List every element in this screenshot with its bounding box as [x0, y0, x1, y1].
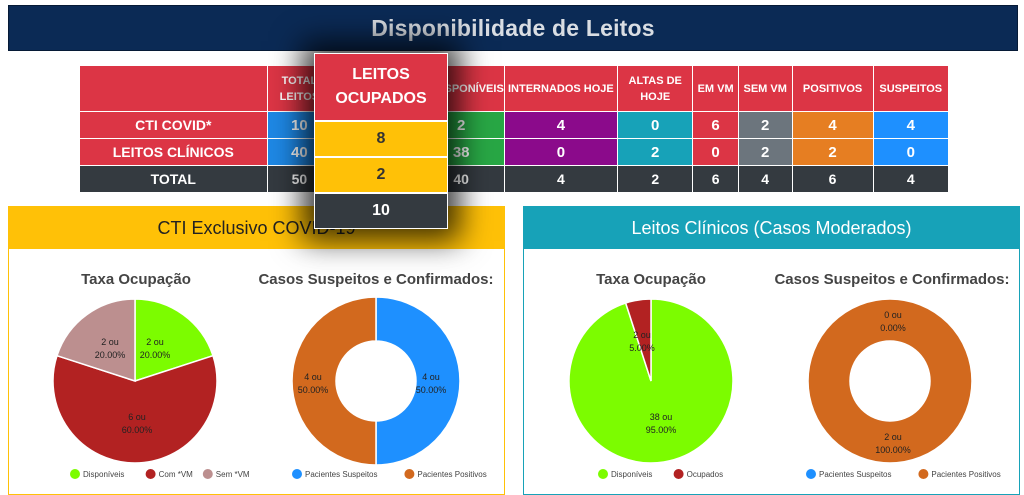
- cell-positivos: 4: [791, 111, 874, 139]
- cell-internados: 4: [503, 111, 618, 139]
- cell-sem-vm: 2: [737, 138, 793, 166]
- cell-em-vm: 0: [692, 138, 739, 166]
- page-title: Disponibilidade de Leitos: [371, 14, 655, 41]
- beds-summary-table: TOTAL LEITOS SPONÍVEIS INTERNADOS HOJE A…: [79, 65, 949, 193]
- header-suspeitos: SUSPEITOS: [872, 65, 949, 112]
- header-empty: [79, 65, 268, 112]
- row-label: TOTAL: [79, 165, 268, 193]
- table-row: CTI COVID* 10 2 4 0 6 2 4 4: [79, 111, 949, 139]
- popup-cti-covid-value: 8: [314, 121, 448, 157]
- table-row-total: TOTAL 50 40 4 2 6 4 6 4: [79, 165, 949, 193]
- panel-cti-covid: CTI Exclusivo COVID-19: [8, 206, 505, 495]
- cell-em-vm: 6: [692, 165, 739, 193]
- cell-suspeitos: 0: [872, 138, 949, 166]
- cell-sem-vm: 2: [737, 111, 793, 139]
- cell-sem-vm: 4: [737, 165, 793, 193]
- cell-positivos: 2: [791, 138, 874, 166]
- header-em-vm: EM VM: [692, 65, 739, 112]
- cell-altas: 0: [616, 111, 694, 139]
- cell-em-vm: 6: [692, 111, 739, 139]
- page-title-bar: Disponibilidade de Leitos: [8, 5, 1018, 51]
- leitos-ocupados-highlight: LEITOS OCUPADOS 8 2 10: [314, 53, 448, 229]
- popup-leitos-clinicos-value: 2: [314, 157, 448, 193]
- table-header-row: TOTAL LEITOS SPONÍVEIS INTERNADOS HOJE A…: [79, 65, 949, 112]
- header-positivos: POSITIVOS: [791, 65, 874, 112]
- header-internados-hoje: INTERNADOS HOJE: [503, 65, 618, 112]
- header-sem-vm: SEM VM: [737, 65, 793, 112]
- cell-altas: 2: [616, 138, 694, 166]
- popup-total-value: 10: [314, 193, 448, 229]
- header-altas-hoje: ALTAS DE HOJE: [616, 65, 694, 112]
- cell-internados: 4: [503, 165, 618, 193]
- chart-title: Casos Suspeitos e Confirmados:: [774, 271, 1010, 288]
- table-row: LEITOS CLÍNICOS 40 38 0 2 0 2 2 0: [79, 138, 949, 166]
- panel-title: Leitos Clínicos (Casos Moderados): [524, 207, 1019, 249]
- cell-internados: 0: [503, 138, 618, 166]
- row-label: LEITOS CLÍNICOS: [79, 138, 268, 166]
- cell-suspeitos: 4: [872, 165, 949, 193]
- chart-title: Taxa Ocupação: [596, 271, 706, 288]
- cell-altas: 2: [616, 165, 694, 193]
- cell-positivos: 6: [791, 165, 874, 193]
- cell-suspeitos: 4: [872, 111, 949, 139]
- row-label: CTI COVID*: [79, 111, 268, 139]
- chart-title: Casos Suspeitos e Confirmados:: [258, 271, 494, 288]
- chart-title: Taxa Ocupação: [81, 271, 191, 288]
- popup-header: LEITOS OCUPADOS: [314, 53, 448, 121]
- panel-leitos-clinicos: Leitos Clínicos (Casos Moderados): [523, 206, 1020, 495]
